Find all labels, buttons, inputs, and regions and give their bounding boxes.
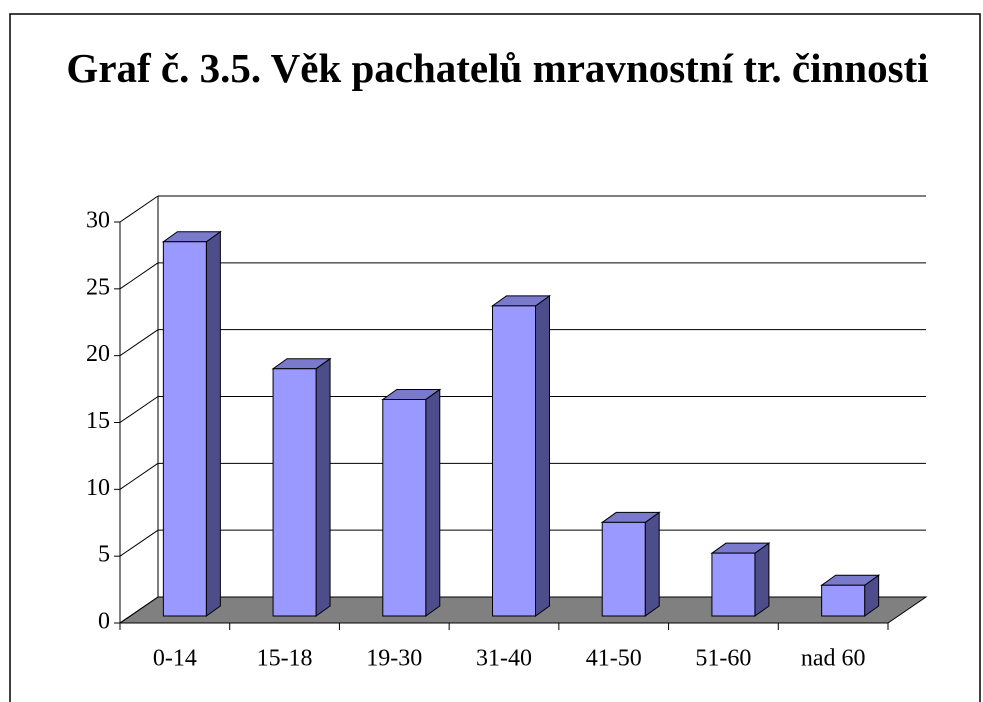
bar-side xyxy=(754,542,770,617)
bar xyxy=(820,574,881,617)
x-tick-label: 31-40 xyxy=(476,646,532,672)
grid-line xyxy=(119,462,159,490)
y-tick-label: 5 xyxy=(98,542,110,568)
y-tick-label: 15 xyxy=(86,408,110,434)
grid-line xyxy=(119,596,159,624)
bar xyxy=(600,511,661,617)
bar-side xyxy=(535,294,550,617)
x-tick-label: 15-18 xyxy=(257,646,313,672)
y-tick-label: 20 xyxy=(86,341,110,367)
bar-front xyxy=(711,552,756,617)
bar-front xyxy=(162,241,207,617)
y-tick-label: 10 xyxy=(86,475,110,501)
bar-front xyxy=(821,584,866,617)
bar-front xyxy=(272,368,317,617)
bar-side xyxy=(425,388,441,617)
grid-line xyxy=(119,396,159,423)
y-tick-label: 30 xyxy=(86,208,110,234)
bar-front xyxy=(601,521,646,617)
x-tick-label: nad 60 xyxy=(801,646,866,672)
y-tick-label: 25 xyxy=(86,274,110,300)
bar xyxy=(381,388,442,617)
grid-line xyxy=(119,529,159,557)
bar xyxy=(161,230,222,617)
bar-side xyxy=(205,230,221,617)
bar-front xyxy=(492,305,536,617)
x-tick-label: 0-14 xyxy=(153,646,197,672)
grid-line xyxy=(119,195,159,223)
grid-line xyxy=(119,262,159,290)
x-tick-label: 41-50 xyxy=(586,646,642,672)
grid-line xyxy=(119,329,159,357)
bar-front xyxy=(382,398,427,617)
bar-side xyxy=(644,511,660,617)
bar xyxy=(490,294,552,617)
chart-frame xyxy=(9,13,981,702)
bar xyxy=(710,542,771,617)
y-tick-label: 0 xyxy=(98,609,110,635)
x-tick-label: 51-60 xyxy=(695,646,751,672)
bar-side xyxy=(315,357,331,617)
x-tick-label: 19-30 xyxy=(366,646,422,672)
chart-title: Graf č. 3.5. Věk pachatelů mravnostní tr… xyxy=(66,45,929,91)
bar xyxy=(271,357,332,617)
